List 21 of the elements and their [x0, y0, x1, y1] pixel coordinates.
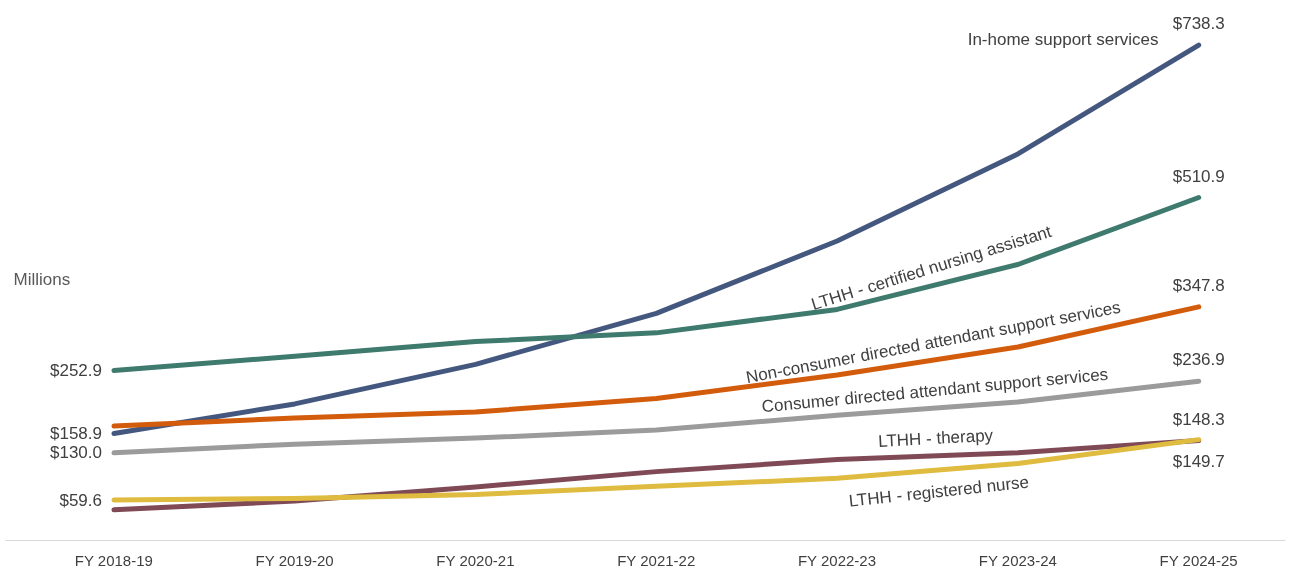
data-label: $252.9 — [49, 360, 102, 380]
x-tick-label: FY 2018-19 — [74, 551, 153, 569]
series-label: In-home support services — [967, 30, 1159, 50]
data-label: $130.0 — [49, 443, 102, 463]
data-label: $148.3 — [1172, 409, 1225, 429]
x-tick-label: FY 2020-21 — [436, 551, 515, 569]
x-tick-label: FY 2019-20 — [255, 551, 334, 569]
x-tick-label: FY 2024-25 — [1159, 551, 1238, 569]
data-label: $738.3 — [1172, 14, 1225, 34]
x-tick-label: FY 2021-22 — [617, 551, 696, 569]
data-label: $59.6 — [59, 490, 102, 510]
y-axis-title: Millions — [13, 270, 71, 290]
data-label: $158.9 — [49, 423, 102, 443]
data-label: $236.9 — [1172, 350, 1225, 370]
data-label: $149.7 — [1172, 451, 1225, 471]
data-label: $510.9 — [1172, 166, 1225, 186]
data-label: $347.8 — [1172, 275, 1225, 295]
x-tick-label: FY 2022-23 — [797, 551, 877, 569]
text: LTHH - registered nurse — [847, 472, 1030, 511]
series-label: LTHH - therapy — [877, 425, 995, 451]
x-tick-label: FY 2023-24 — [978, 551, 1057, 569]
